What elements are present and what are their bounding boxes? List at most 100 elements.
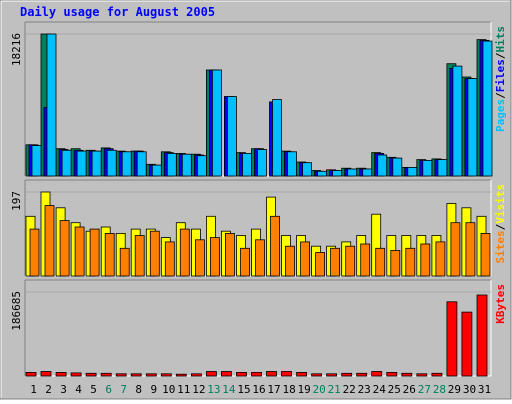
- bar-pages-day-2: [46, 33, 57, 177]
- x-tick-label-day-1: 1: [30, 383, 37, 396]
- bar-sites-day-10: [164, 241, 175, 277]
- panel-legend: Sites/Visits: [494, 184, 507, 264]
- bar-sites-day-27: [420, 243, 431, 277]
- bar-pages-day-10: [166, 152, 177, 177]
- x-tick-label-day-18: 18: [282, 383, 295, 396]
- panel-kbytes: 186685 KBytes: [10, 279, 507, 377]
- bar-sites-day-29: [450, 222, 461, 277]
- bar-pages-day-15: [242, 152, 252, 177]
- bar-pages-day-14: [226, 96, 237, 177]
- x-tick-label-day-24: 24: [373, 383, 387, 396]
- x-tick-label-day-14: 14: [222, 383, 236, 396]
- x-tick-label-day-10: 10: [162, 383, 175, 396]
- bar-sites-day-28: [435, 241, 446, 277]
- bar-kbytes-day-12: [190, 373, 202, 377]
- bar-pages-day-1: [31, 145, 42, 177]
- legend-entry: Pages: [494, 99, 507, 132]
- bar-sites-day-2: [44, 205, 55, 277]
- bar-sites-day-15: [240, 247, 250, 277]
- bar-sites-day-17: [270, 215, 280, 277]
- x-tick-label-day-25: 25: [388, 383, 401, 396]
- x-tick-label-day-13: 13: [207, 383, 220, 396]
- bar-sites-day-18: [285, 245, 295, 277]
- bar-kbytes-day-21: [326, 373, 338, 377]
- bar-pages-day-18: [287, 151, 297, 177]
- bar-kbytes-day-20: [311, 373, 323, 377]
- bar-sites-day-6: [104, 232, 115, 277]
- bar-kbytes-day-6: [100, 372, 112, 377]
- chart-title: Daily usage for August 2005: [20, 5, 215, 19]
- bar-sites-day-19: [300, 241, 311, 277]
- bar-sites-day-11: [179, 228, 190, 277]
- panel-visits-sites: 197 Sites/Visits: [10, 179, 507, 277]
- bar-sites-day-12: [194, 239, 205, 277]
- bar-pages-day-28: [437, 159, 448, 177]
- x-tick-label-day-27: 27: [418, 383, 431, 396]
- bar-kbytes-day-9: [145, 373, 157, 377]
- y-max-label: 197: [10, 191, 23, 211]
- bar-sites-day-16: [255, 239, 265, 277]
- bar-kbytes-day-25: [386, 371, 398, 377]
- bar-sites-day-13: [209, 237, 220, 277]
- bar-kbytes-day-11: [175, 373, 187, 377]
- bar-pages-day-24: [377, 154, 388, 177]
- bar-kbytes-day-22: [341, 372, 353, 377]
- x-tick-label-day-20: 20: [312, 383, 325, 396]
- x-tick-label-day-26: 26: [403, 383, 416, 396]
- bar-sites-day-24: [375, 247, 386, 277]
- bar-pages-day-30: [467, 78, 478, 177]
- bar-sites-day-23: [360, 243, 371, 277]
- legend-entry: /: [494, 92, 507, 99]
- bar-sites-day-25: [390, 249, 401, 277]
- bar-sites-day-20: [315, 252, 326, 277]
- bar-pages-day-7: [121, 151, 132, 177]
- bar-pages-day-12: [196, 155, 207, 177]
- y-max-label: 186685: [10, 291, 23, 331]
- bar-kbytes-day-26: [401, 372, 413, 377]
- x-tick-label-day-5: 5: [90, 383, 97, 396]
- bar-kbytes-day-13: [205, 371, 217, 377]
- bar-pages-day-20: [317, 170, 328, 177]
- bar-kbytes-day-24: [371, 371, 383, 377]
- bar-pages-day-29: [452, 65, 463, 177]
- x-tick-label-day-28: 28: [433, 383, 446, 396]
- x-tick-label-day-19: 19: [297, 383, 310, 396]
- legend-entry: Sites: [494, 230, 507, 263]
- bar-sites-day-14: [224, 232, 235, 277]
- bar-kbytes-day-28: [431, 372, 443, 377]
- bar-pages-day-23: [362, 168, 373, 177]
- legend-entry: /: [494, 223, 507, 230]
- bar-pages-day-5: [91, 150, 102, 177]
- bar-kbytes-day-5: [85, 372, 97, 377]
- bar-kbytes-day-18: [281, 371, 292, 377]
- x-tick-label-day-31: 31: [478, 383, 491, 396]
- x-axis-day-labels: 1 2 3 4 5 6 7 8 9 10 11 12 13 14 15 16 17 18 19 20 21 22 23 24 2…: [30, 383, 491, 396]
- bar-kbytes-day-27: [416, 373, 428, 377]
- bar-kbytes-day-3: [55, 371, 67, 377]
- bar-kbytes-day-31: [476, 294, 488, 377]
- bar-pages-day-11: [181, 153, 192, 177]
- x-tick-label-day-2: 2: [45, 383, 52, 396]
- bar-pages-day-31: [482, 40, 493, 177]
- bar-pages-day-16: [257, 149, 267, 177]
- x-tick-label-day-30: 30: [463, 383, 476, 396]
- bar-pages-day-3: [61, 149, 72, 177]
- panel-legend: Pages/Files/Hits: [494, 26, 507, 132]
- x-tick-label-day-21: 21: [328, 383, 341, 396]
- bar-pages-day-25: [392, 157, 403, 177]
- bar-pages-day-27: [422, 159, 433, 177]
- plot-area: [25, 280, 491, 376]
- x-tick-label-day-8: 8: [135, 383, 142, 396]
- legend-entry: /: [494, 52, 507, 59]
- bar-kbytes-day-23: [356, 372, 368, 377]
- x-tick-label-day-16: 16: [252, 383, 265, 396]
- bar-kbytes-day-10: [160, 373, 172, 377]
- x-tick-label-day-12: 12: [192, 383, 205, 396]
- bar-kbytes-day-30: [461, 311, 473, 377]
- bar-kbytes-day-4: [70, 372, 82, 377]
- bar-pages-day-13: [211, 69, 222, 177]
- bar-sites-day-3: [59, 220, 70, 277]
- bar-kbytes-day-17: [266, 371, 277, 377]
- bar-sites-day-31: [480, 232, 491, 277]
